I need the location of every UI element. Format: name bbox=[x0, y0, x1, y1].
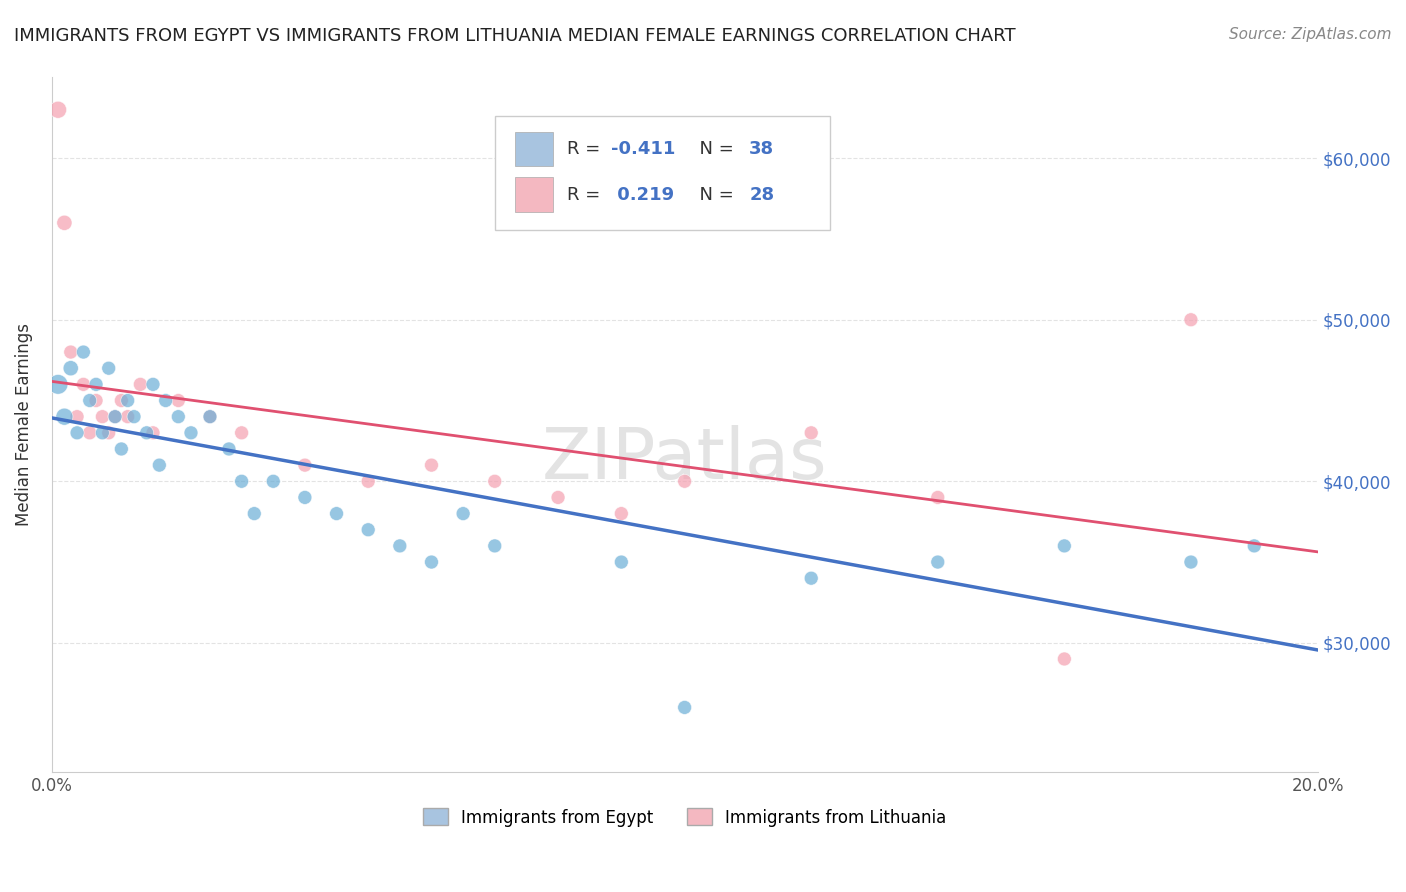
Point bbox=[1243, 539, 1265, 553]
Point bbox=[148, 458, 170, 472]
Point bbox=[129, 377, 152, 392]
Point bbox=[484, 539, 506, 553]
Text: ZIPatlas: ZIPatlas bbox=[541, 425, 828, 494]
Point bbox=[243, 507, 266, 521]
Point bbox=[218, 442, 240, 456]
Text: 38: 38 bbox=[749, 140, 775, 158]
Point bbox=[420, 555, 443, 569]
Point bbox=[198, 409, 221, 424]
Point bbox=[72, 377, 94, 392]
Point bbox=[91, 425, 114, 440]
Point bbox=[142, 425, 165, 440]
Point bbox=[46, 377, 69, 392]
Point bbox=[610, 555, 633, 569]
Point bbox=[610, 507, 633, 521]
Text: R =: R = bbox=[567, 186, 606, 204]
Point bbox=[294, 491, 316, 505]
Text: IMMIGRANTS FROM EGYPT VS IMMIGRANTS FROM LITHUANIA MEDIAN FEMALE EARNINGS CORREL: IMMIGRANTS FROM EGYPT VS IMMIGRANTS FROM… bbox=[14, 27, 1015, 45]
Point bbox=[104, 409, 127, 424]
Point bbox=[59, 361, 82, 376]
Point bbox=[800, 425, 823, 440]
Point bbox=[79, 425, 101, 440]
Point bbox=[79, 393, 101, 408]
Point bbox=[420, 458, 443, 472]
Point bbox=[110, 393, 132, 408]
Point bbox=[388, 539, 411, 553]
Point bbox=[142, 377, 165, 392]
Point bbox=[451, 507, 474, 521]
Point bbox=[673, 475, 696, 489]
Point bbox=[91, 409, 114, 424]
Point bbox=[357, 523, 380, 537]
Text: 28: 28 bbox=[749, 186, 775, 204]
Point bbox=[231, 425, 253, 440]
Text: -0.411: -0.411 bbox=[612, 140, 676, 158]
Text: R =: R = bbox=[567, 140, 606, 158]
Point bbox=[262, 475, 284, 489]
Text: N =: N = bbox=[689, 186, 740, 204]
Point bbox=[167, 393, 190, 408]
Point bbox=[46, 103, 69, 117]
Point bbox=[325, 507, 347, 521]
Point bbox=[66, 409, 89, 424]
Text: Source: ZipAtlas.com: Source: ZipAtlas.com bbox=[1229, 27, 1392, 42]
Point bbox=[110, 442, 132, 456]
Point bbox=[180, 425, 202, 440]
Point bbox=[1180, 312, 1202, 326]
Point bbox=[357, 475, 380, 489]
Point bbox=[927, 491, 949, 505]
Point bbox=[117, 409, 139, 424]
Point bbox=[800, 571, 823, 585]
Point bbox=[66, 425, 89, 440]
Point bbox=[294, 458, 316, 472]
Text: N =: N = bbox=[689, 140, 740, 158]
Point bbox=[1053, 652, 1076, 666]
Point bbox=[231, 475, 253, 489]
Y-axis label: Median Female Earnings: Median Female Earnings bbox=[15, 323, 32, 526]
Point bbox=[1053, 539, 1076, 553]
Legend: Immigrants from Egypt, Immigrants from Lithuania: Immigrants from Egypt, Immigrants from L… bbox=[416, 802, 953, 833]
Point bbox=[59, 345, 82, 359]
Point bbox=[97, 425, 120, 440]
FancyBboxPatch shape bbox=[515, 132, 553, 166]
Point bbox=[122, 409, 145, 424]
Point bbox=[155, 393, 177, 408]
Point bbox=[927, 555, 949, 569]
Point bbox=[198, 409, 221, 424]
Point bbox=[167, 409, 190, 424]
Point bbox=[97, 361, 120, 376]
Point bbox=[547, 491, 569, 505]
Point bbox=[484, 475, 506, 489]
Text: 0.219: 0.219 bbox=[612, 186, 675, 204]
Point bbox=[53, 409, 76, 424]
Point bbox=[673, 700, 696, 714]
Point bbox=[53, 216, 76, 230]
Point bbox=[84, 393, 107, 408]
Point bbox=[1180, 555, 1202, 569]
FancyBboxPatch shape bbox=[495, 116, 830, 230]
Point bbox=[72, 345, 94, 359]
Point bbox=[117, 393, 139, 408]
FancyBboxPatch shape bbox=[515, 178, 553, 212]
Point bbox=[104, 409, 127, 424]
Point bbox=[84, 377, 107, 392]
Point bbox=[135, 425, 157, 440]
